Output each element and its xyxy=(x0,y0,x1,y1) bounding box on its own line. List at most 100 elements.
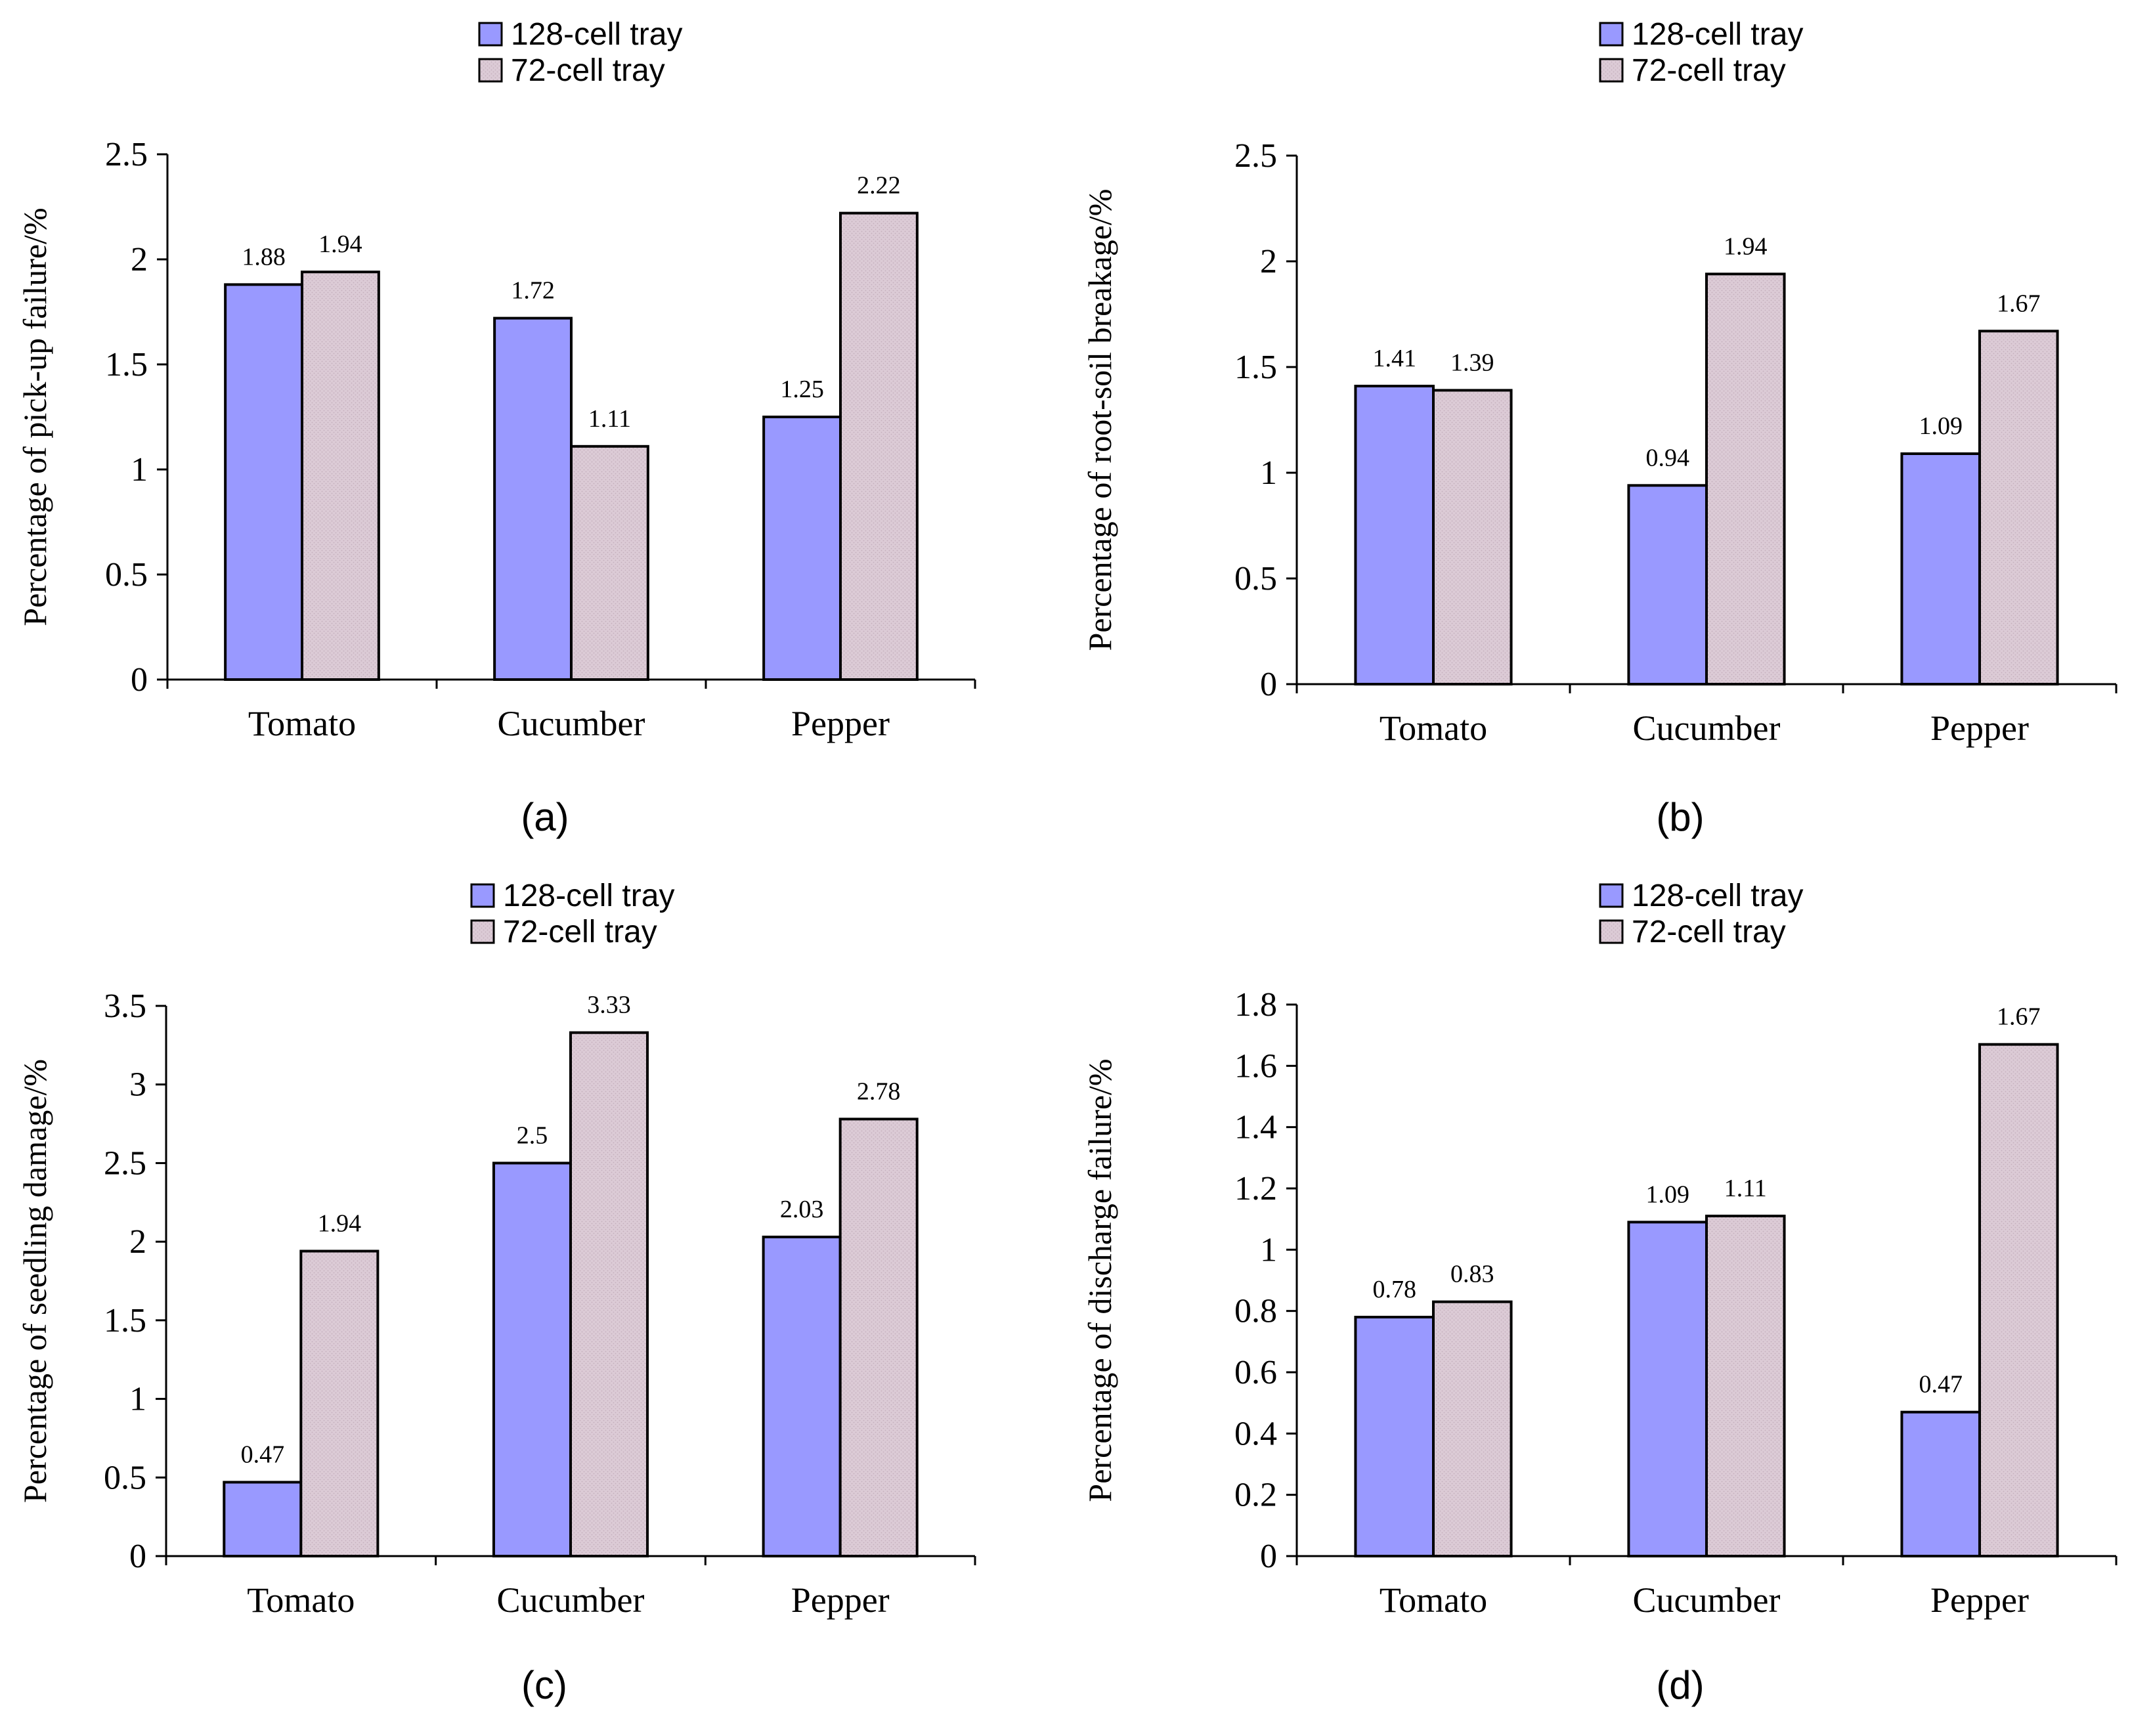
data-label: 2.5 xyxy=(517,1121,548,1149)
y-tick-label: 1.2 xyxy=(1234,1170,1277,1207)
bar-tomato-72 xyxy=(1432,389,1513,685)
data-label: 0.47 xyxy=(241,1441,285,1468)
data-label: 1.88 xyxy=(242,243,286,271)
category-label: Cucumber xyxy=(497,1580,645,1620)
category-label: Tomato xyxy=(248,704,356,743)
legend-swatch xyxy=(1599,919,1624,944)
y-tick-label: 3.5 xyxy=(104,987,146,1025)
data-label: 1.94 xyxy=(318,230,362,258)
data-label: 1.09 xyxy=(1645,1181,1689,1208)
y-axis-label: Percentage of pick-up failure/% xyxy=(16,207,53,626)
bar-tomato-128 xyxy=(1354,384,1435,685)
chart-panel-4: 0 0.2 0.4 0.6 0.8 1 1.2 1.4 1.6 1.8 0.78 0.83 Tomato… xyxy=(1081,879,2118,1707)
legend-swatch xyxy=(1599,58,1624,83)
chart-panel-1: 0 0.5 1 1.5 2 2.5 1.88 1.94 Tomato 1.72 1.11 Cucumb… xyxy=(16,17,976,839)
panel-caption: (a) xyxy=(521,795,569,839)
chart-panel-2: 0 0.5 1 1.5 2 2.5 1.41 1.39 Tomato 0.94 1.94 Cucumb… xyxy=(1081,17,2118,839)
legend-label: 128-cell tray xyxy=(1632,17,1803,52)
y-tick-label: 0 xyxy=(129,1538,146,1575)
y-axis-label: Percentage of root-soil breakage/% xyxy=(1081,189,1118,651)
y-tick-label: 1.5 xyxy=(1234,349,1277,386)
bar-tomato-72 xyxy=(299,1249,380,1557)
legend-label: 72-cell tray xyxy=(503,915,657,949)
y-tick-label: 0.8 xyxy=(1234,1293,1277,1330)
bar-cucumber-72 xyxy=(1705,1215,1786,1557)
legend-label: 72-cell tray xyxy=(1632,915,1786,949)
category-label: Pepper xyxy=(791,1580,890,1620)
chart-panel-3: 0 0.5 1 1.5 2 2.5 3 3.5 0.47 1.94 Tomato 2.5 3.33 Cuc… xyxy=(16,879,976,1707)
bar-pepper-128 xyxy=(762,416,842,681)
bar-cucumber-72 xyxy=(569,1031,649,1557)
category-label: Tomato xyxy=(1380,1580,1487,1620)
y-tick-label: 1 xyxy=(1260,454,1277,492)
legend-swatch xyxy=(478,58,503,83)
bar-tomato-128 xyxy=(224,283,303,681)
data-label: 0.78 xyxy=(1372,1276,1416,1303)
panel-caption: (c) xyxy=(521,1663,567,1707)
panel-caption: (d) xyxy=(1656,1663,1704,1707)
data-label: 1.72 xyxy=(511,277,555,305)
y-tick-label: 0.5 xyxy=(105,556,148,594)
legend-swatch xyxy=(470,883,495,908)
category-label: Cucumber xyxy=(1633,1580,1781,1620)
y-tick-label: 1.8 xyxy=(1234,986,1277,1024)
bar-cucumber-128 xyxy=(493,316,573,682)
legend-swatch xyxy=(1599,883,1624,908)
y-tick-label: 1 xyxy=(1260,1231,1277,1269)
legend-label: 72-cell tray xyxy=(511,53,665,88)
y-tick-label: 0 xyxy=(1260,666,1277,703)
data-label: 2.22 xyxy=(857,172,901,200)
y-tick-label: 0.2 xyxy=(1234,1477,1277,1514)
bar-pepper-128 xyxy=(762,1235,842,1558)
bar-pepper-72 xyxy=(838,1118,919,1558)
data-label: 1.25 xyxy=(780,376,824,403)
data-label: 1.11 xyxy=(588,405,631,433)
y-tick-label: 2.5 xyxy=(1234,137,1277,175)
bar-cucumber-128 xyxy=(1627,484,1708,685)
y-tick-label: 2.5 xyxy=(105,136,148,173)
y-tick-label: 0.4 xyxy=(1234,1415,1277,1452)
data-label: 1.94 xyxy=(1724,232,1768,260)
bar-pepper-72 xyxy=(839,211,919,682)
y-tick-label: 2.5 xyxy=(104,1144,146,1182)
bar-pepper-128 xyxy=(1900,1410,1981,1558)
category-label: Tomato xyxy=(247,1580,355,1620)
data-label: 3.33 xyxy=(587,991,631,1019)
bar-tomato-72 xyxy=(301,271,380,681)
bar-tomato-128 xyxy=(223,1481,303,1557)
y-tick-label: 1.5 xyxy=(105,346,148,383)
bar-pepper-72 xyxy=(1978,1043,2059,1557)
bar-cucumber-128 xyxy=(1627,1221,1708,1557)
data-label: 0.94 xyxy=(1645,444,1689,471)
y-tick-label: 1.5 xyxy=(104,1302,146,1339)
y-tick-label: 3 xyxy=(129,1066,146,1104)
y-tick-label: 1.6 xyxy=(1234,1047,1277,1085)
legend-label: 128-cell tray xyxy=(503,879,674,913)
y-tick-label: 1 xyxy=(129,1381,146,1418)
data-label: 1.67 xyxy=(1997,1003,2041,1031)
data-label: 2.78 xyxy=(857,1077,901,1105)
legend-label: 128-cell tray xyxy=(1632,879,1803,913)
y-tick-label: 1 xyxy=(131,451,148,488)
category-label: Pepper xyxy=(1930,708,2029,748)
bar-cucumber-128 xyxy=(492,1161,573,1557)
y-tick-label: 0.6 xyxy=(1234,1354,1277,1391)
data-label: 1.94 xyxy=(318,1210,362,1238)
data-label: 2.03 xyxy=(780,1196,824,1223)
y-tick-label: 2 xyxy=(129,1223,146,1261)
y-tick-label: 2 xyxy=(131,241,148,278)
data-label: 1.11 xyxy=(1724,1175,1767,1202)
data-label: 1.09 xyxy=(1919,412,1963,440)
bar-tomato-72 xyxy=(1432,1300,1513,1558)
data-label: 1.67 xyxy=(1997,290,2041,317)
legend-swatch xyxy=(1599,22,1624,47)
data-label: 0.83 xyxy=(1450,1261,1494,1288)
bar-pepper-128 xyxy=(1900,452,1981,686)
category-label: Cucumber xyxy=(498,704,645,743)
y-tick-label: 0.5 xyxy=(1234,560,1277,597)
legend-label: 72-cell tray xyxy=(1632,53,1786,88)
